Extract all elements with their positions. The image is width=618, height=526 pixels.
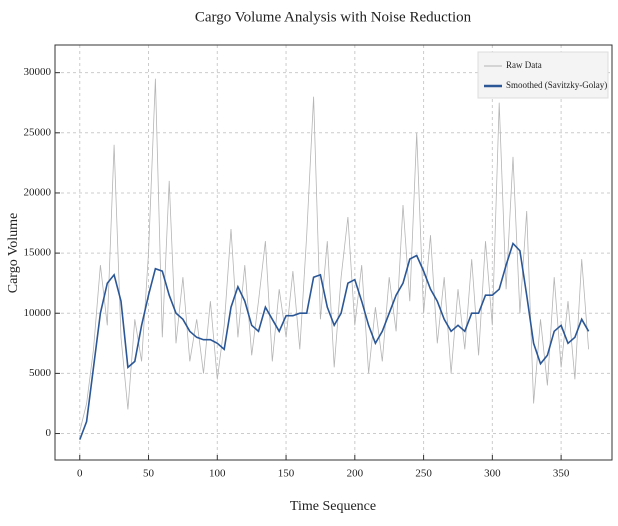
y-tick-label: 30000 [24, 66, 52, 78]
x-tick-label: 50 [143, 468, 155, 480]
data-line [79, 78, 589, 432]
data-line [79, 241, 590, 440]
x-tick-label: 0 [77, 468, 83, 480]
y-tick-label: 15000 [24, 247, 52, 259]
y-tick-label: 10000 [24, 307, 52, 319]
x-tick-label: 350 [553, 468, 570, 480]
x-tick-label: 200 [347, 468, 364, 480]
y-tick-label: 5000 [29, 367, 52, 379]
legend-label: Raw Data [506, 60, 542, 70]
legend-label: Smoothed (Savitzky-Golay) [506, 80, 607, 90]
legend-box [477, 51, 609, 99]
x-tick-label: 100 [209, 468, 226, 480]
y-tick-label: 0 [46, 427, 52, 439]
y-tick-label: 25000 [24, 126, 52, 138]
chart-title: Cargo Volume Analysis with Noise Reducti… [195, 9, 472, 25]
x-tick-label: 150 [278, 468, 295, 480]
x-tick-label: 250 [415, 468, 432, 480]
y-tick-label: 20000 [24, 186, 52, 198]
x-tick-label: 300 [484, 468, 501, 480]
y-axis-label: Cargo Volume [6, 213, 21, 294]
x-axis-label: Time Sequence [290, 499, 376, 514]
plot-frame [54, 44, 613, 461]
